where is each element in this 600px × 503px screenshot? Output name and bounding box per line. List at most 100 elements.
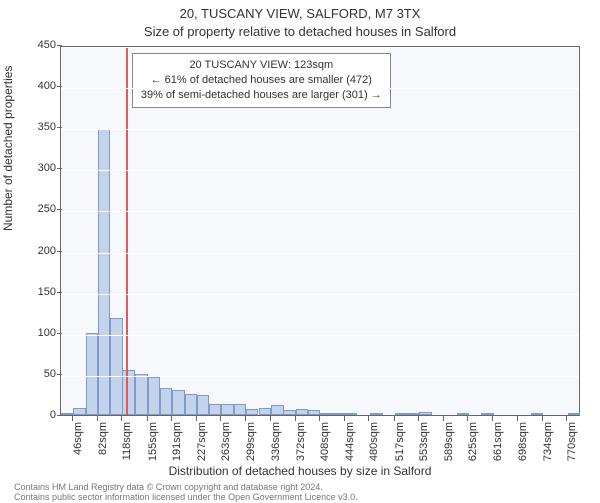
x-tick-label: 734sqm — [542, 422, 554, 461]
x-tick-label: 263sqm — [220, 422, 232, 461]
annotation-line-2: ← 61% of detached houses are smaller (47… — [141, 73, 382, 88]
histogram-bar — [568, 413, 580, 415]
histogram-bar — [457, 413, 469, 415]
x-tick-mark — [270, 416, 271, 421]
chart-title-main: 20, TUSCANY VIEW, SALFORD, M7 3TX — [0, 6, 600, 21]
histogram-bar — [98, 129, 110, 415]
gridline-h — [61, 253, 579, 254]
histogram-bar — [407, 413, 419, 415]
x-tick-label: 661sqm — [492, 422, 504, 461]
x-tick-mark — [418, 416, 419, 421]
annotation-line-3: 39% of semi-detached houses are larger (… — [141, 88, 382, 103]
histogram-bar — [197, 395, 209, 415]
gridline-h — [61, 294, 579, 295]
x-tick-label: 589sqm — [443, 422, 455, 461]
histogram-bar — [345, 413, 357, 415]
y-tick-label: 250 — [6, 203, 56, 215]
x-tick-label: 299sqm — [245, 422, 257, 461]
histogram-bar — [370, 413, 382, 415]
y-tick-label: 50 — [6, 368, 56, 380]
x-tick-mark — [368, 416, 369, 421]
histogram-bar — [234, 404, 246, 415]
x-tick-label: 227sqm — [196, 422, 208, 461]
histogram-bar — [333, 413, 345, 415]
x-tick-mark — [542, 416, 543, 421]
histogram-bar — [73, 408, 85, 415]
y-tick-label: 200 — [6, 245, 56, 257]
x-tick-label: 372sqm — [295, 422, 307, 461]
histogram-bar — [221, 404, 233, 416]
y-tick-label: 350 — [6, 121, 56, 133]
histogram-bar — [160, 388, 172, 415]
histogram-bar — [172, 390, 184, 415]
annotation-line-1: 20 TUSCANY VIEW: 123sqm — [141, 58, 382, 73]
x-tick-label: 517sqm — [394, 422, 406, 461]
y-tick-label: 400 — [6, 80, 56, 92]
histogram-bar — [296, 409, 308, 415]
x-tick-label: 155sqm — [147, 422, 159, 461]
histogram-bar — [86, 333, 98, 415]
y-tick-label: 300 — [6, 162, 56, 174]
histogram-bar — [531, 413, 543, 415]
x-tick-mark — [121, 416, 122, 421]
x-tick-label: 46sqm — [72, 422, 84, 455]
histogram-bar — [246, 409, 258, 415]
x-axis-label: Distribution of detached houses by size … — [0, 464, 600, 478]
gridline-h — [61, 335, 579, 336]
x-tick-mark — [319, 416, 320, 421]
histogram-bar — [419, 412, 431, 415]
x-tick-mark — [467, 416, 468, 421]
x-tick-label: 770sqm — [566, 422, 578, 461]
histogram-bar — [209, 404, 221, 415]
gridline-h — [61, 47, 579, 48]
histogram-bar — [271, 405, 283, 415]
y-tick-label: 450 — [6, 39, 56, 51]
gridline-h — [61, 211, 579, 212]
x-tick-mark — [196, 416, 197, 421]
x-tick-label: 336sqm — [270, 422, 282, 461]
x-tick-mark — [171, 416, 172, 421]
chart-title-sub: Size of property relative to detached ho… — [0, 24, 600, 39]
histogram-bar — [395, 413, 407, 415]
x-tick-mark — [147, 416, 148, 421]
gridline-h — [61, 170, 579, 171]
histogram-bar — [135, 374, 147, 415]
x-tick-label: 553sqm — [418, 422, 430, 461]
x-tick-mark — [295, 416, 296, 421]
x-tick-label: 625sqm — [467, 422, 479, 461]
x-tick-mark — [394, 416, 395, 421]
histogram-bar — [308, 410, 320, 415]
gridline-h — [61, 376, 579, 377]
histogram-bar — [61, 413, 73, 415]
histogram-bar — [110, 318, 122, 415]
x-tick-mark — [97, 416, 98, 421]
annotation-box: 20 TUSCANY VIEW: 123sqm ← 61% of detache… — [132, 53, 391, 108]
x-tick-label: 408sqm — [319, 422, 331, 461]
histogram-bar — [185, 394, 197, 415]
x-tick-mark — [72, 416, 73, 421]
gridline-h — [61, 129, 579, 130]
histogram-bar — [259, 408, 271, 415]
plot-area: 20 TUSCANY VIEW: 123sqm ← 61% of detache… — [60, 46, 580, 416]
y-tick-label: 100 — [6, 327, 56, 339]
x-tick-label: 698sqm — [517, 422, 529, 461]
x-tick-label: 480sqm — [368, 422, 380, 461]
y-tick-label: 0 — [6, 409, 56, 421]
y-tick-label: 150 — [6, 286, 56, 298]
x-tick-label: 191sqm — [171, 422, 183, 461]
x-tick-mark — [220, 416, 221, 421]
histogram-bar — [481, 413, 493, 415]
histogram-bar — [320, 413, 332, 415]
x-tick-mark — [245, 416, 246, 421]
x-tick-mark — [344, 416, 345, 421]
x-tick-mark — [566, 416, 567, 421]
x-tick-mark — [517, 416, 518, 421]
x-tick-mark — [443, 416, 444, 421]
footer-line-2: Contains public sector information licen… — [14, 493, 358, 503]
x-tick-mark — [492, 416, 493, 421]
reference-line — [126, 47, 128, 415]
gridline-h — [61, 88, 579, 89]
histogram-bar — [283, 410, 295, 415]
x-tick-label: 444sqm — [344, 422, 356, 461]
histogram-bar — [148, 377, 160, 415]
